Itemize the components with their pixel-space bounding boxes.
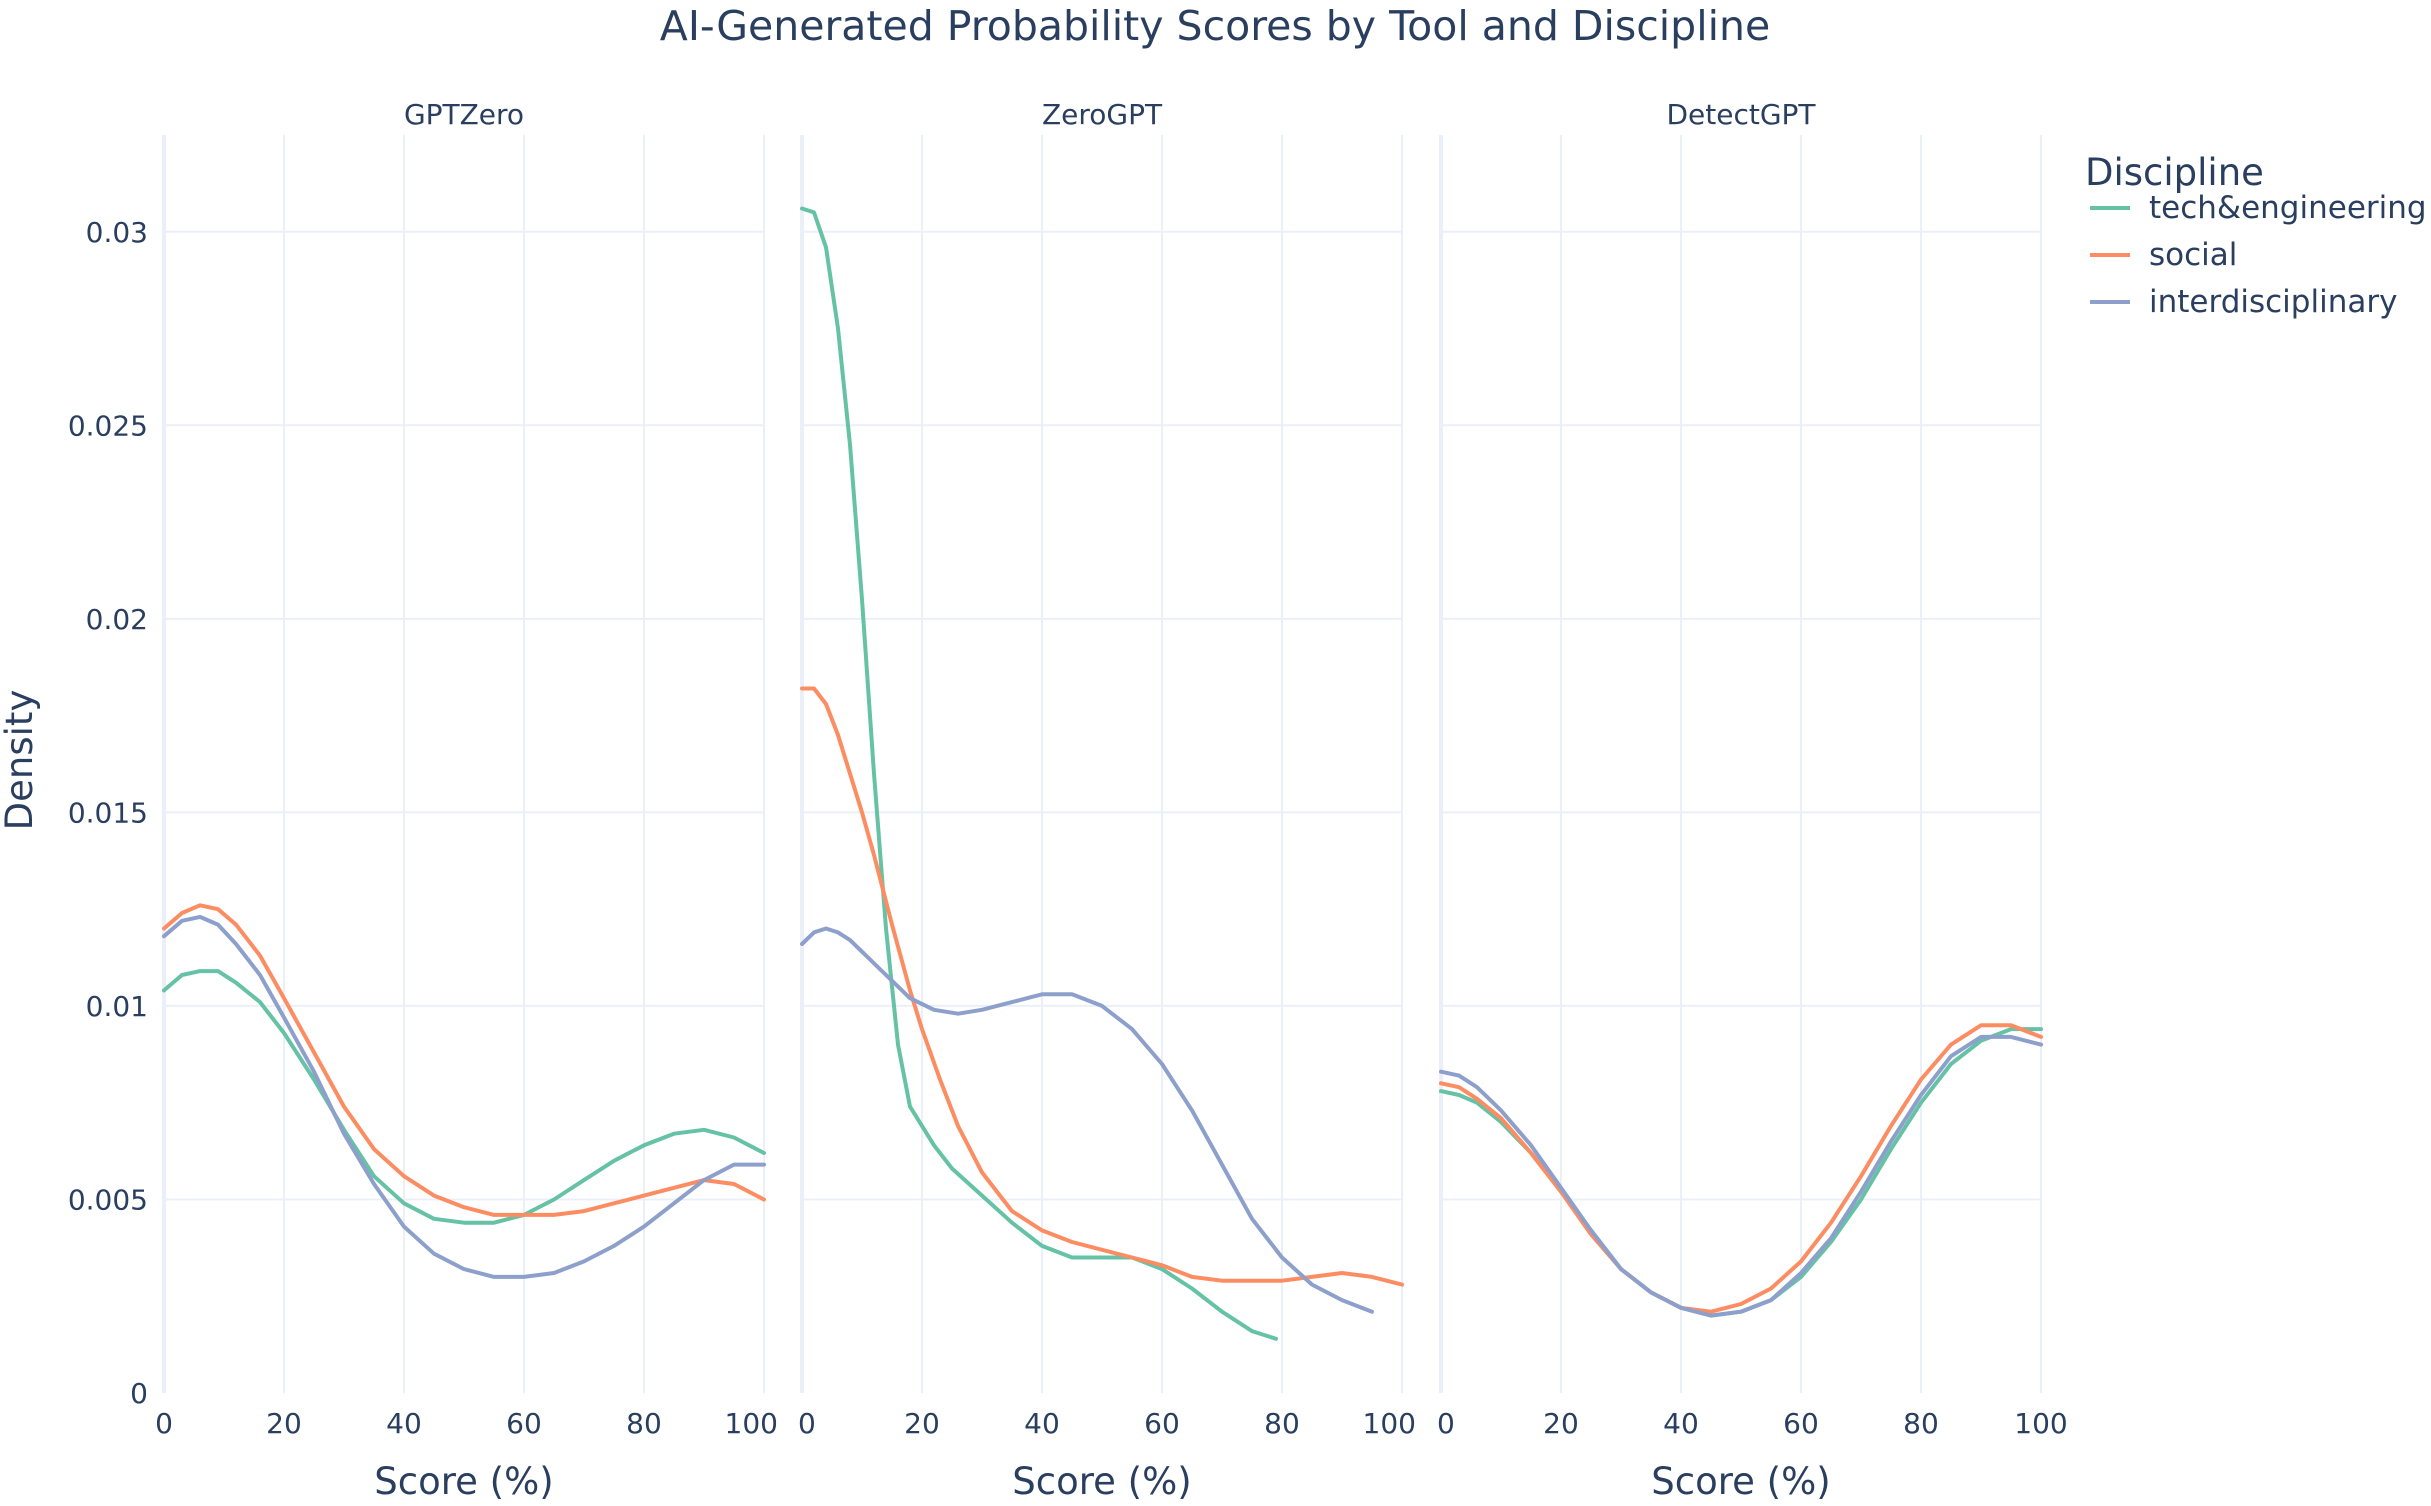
legend-item-tech-engineering[interactable]: tech&engineering	[2090, 190, 2427, 226]
series-line-zerogpt-interdisciplinary	[800, 926, 1374, 1314]
panel-gptzero: GPTZero 0 20 40 60 80 100 Score (%)	[155, 98, 778, 1503]
x-tick-label-zerogpt-4: 80	[1264, 1407, 1300, 1440]
panel-title-zerogpt: ZeroGPT	[1042, 98, 1163, 131]
legend-label-interdisciplinary: interdisciplinary	[2149, 284, 2397, 320]
y-tick-label-1: 0.005	[68, 1183, 148, 1216]
y-tick-label-4: 0.02	[86, 603, 148, 636]
x-tick-label-zerogpt-2: 40	[1024, 1407, 1060, 1440]
panel-title-gptzero: GPTZero	[404, 98, 524, 131]
x-tick-label-gptzero-2: 40	[386, 1407, 422, 1440]
x-axis-label-gptzero: Score (%)	[374, 1460, 553, 1503]
x-tick-label-zerogpt-0: 0	[798, 1407, 816, 1440]
panel-detectgpt: DetectGPT 0 20 40 60 80 100 Score (%)	[1437, 98, 2068, 1503]
legend-title: Discipline	[2085, 151, 2264, 194]
x-tick-label-zerogpt-3: 60	[1144, 1407, 1180, 1440]
legend: Discipline tech&engineering social interdi…	[2085, 151, 2427, 320]
chart-title: AI-Generated Probability Scores by Tool …	[660, 2, 1770, 50]
series-line-detectgpt-interdisciplinary	[1439, 1034, 2043, 1318]
panel-title-detectgpt: DetectGPT	[1666, 98, 1816, 131]
series-line-gptzero-social	[162, 903, 766, 1217]
x-axis-label-detectgpt: Score (%)	[1651, 1460, 1830, 1503]
series-line-gptzero-tech-engineering	[162, 969, 766, 1225]
y-tick-label-6: 0.03	[86, 216, 148, 249]
x-tick-label-zerogpt-5: 100	[1363, 1407, 1416, 1440]
series-line-gptzero-interdisciplinary	[162, 914, 766, 1279]
series-line-zerogpt-tech-engineering	[800, 206, 1278, 1341]
x-axis-label-zerogpt: Score (%)	[1012, 1460, 1191, 1503]
x-tick-label-gptzero-0: 0	[155, 1407, 173, 1440]
x-tick-label-detectgpt-3: 60	[1783, 1407, 1819, 1440]
x-tick-label-detectgpt-2: 40	[1663, 1407, 1699, 1440]
y-tick-label-0: 0	[130, 1377, 148, 1410]
y-tick-label-2: 0.01	[86, 990, 148, 1023]
x-tick-label-detectgpt-5: 100	[2014, 1407, 2067, 1440]
y-tick-label-3: 0.015	[68, 796, 148, 829]
legend-label-tech-engineering: tech&engineering	[2149, 190, 2427, 226]
x-tick-label-gptzero-5: 100	[725, 1407, 778, 1440]
y-tick-label-5: 0.025	[68, 409, 148, 442]
panels: 0 0.005 0.01 0.015 0.02 0.025 0.03 GPTZero 0 20 40…	[68, 98, 2068, 1503]
y-axis: 0 0.005 0.01 0.015 0.02 0.025 0.03	[68, 216, 148, 1410]
x-tick-label-gptzero-4: 80	[626, 1407, 662, 1440]
legend-item-social[interactable]: social	[2090, 237, 2237, 273]
series-line-detectgpt-social	[1439, 1023, 2043, 1314]
panel-zerogpt: ZeroGPT 0 20 40 60 80 100 Score (%)	[798, 98, 1416, 1503]
x-tick-label-gptzero-1: 20	[266, 1407, 302, 1440]
legend-item-interdisciplinary[interactable]: interdisciplinary	[2090, 284, 2397, 320]
x-tick-label-detectgpt-0: 0	[1437, 1407, 1455, 1440]
x-tick-label-detectgpt-4: 80	[1903, 1407, 1939, 1440]
series-line-detectgpt-tech-engineering	[1439, 1027, 2043, 1318]
series-line-zerogpt-social	[800, 686, 1404, 1287]
x-tick-label-detectgpt-1: 20	[1543, 1407, 1579, 1440]
x-tick-label-zerogpt-1: 20	[904, 1407, 940, 1440]
y-axis-label: Density	[0, 690, 41, 831]
legend-label-social: social	[2149, 237, 2237, 273]
x-tick-label-gptzero-3: 60	[506, 1407, 542, 1440]
